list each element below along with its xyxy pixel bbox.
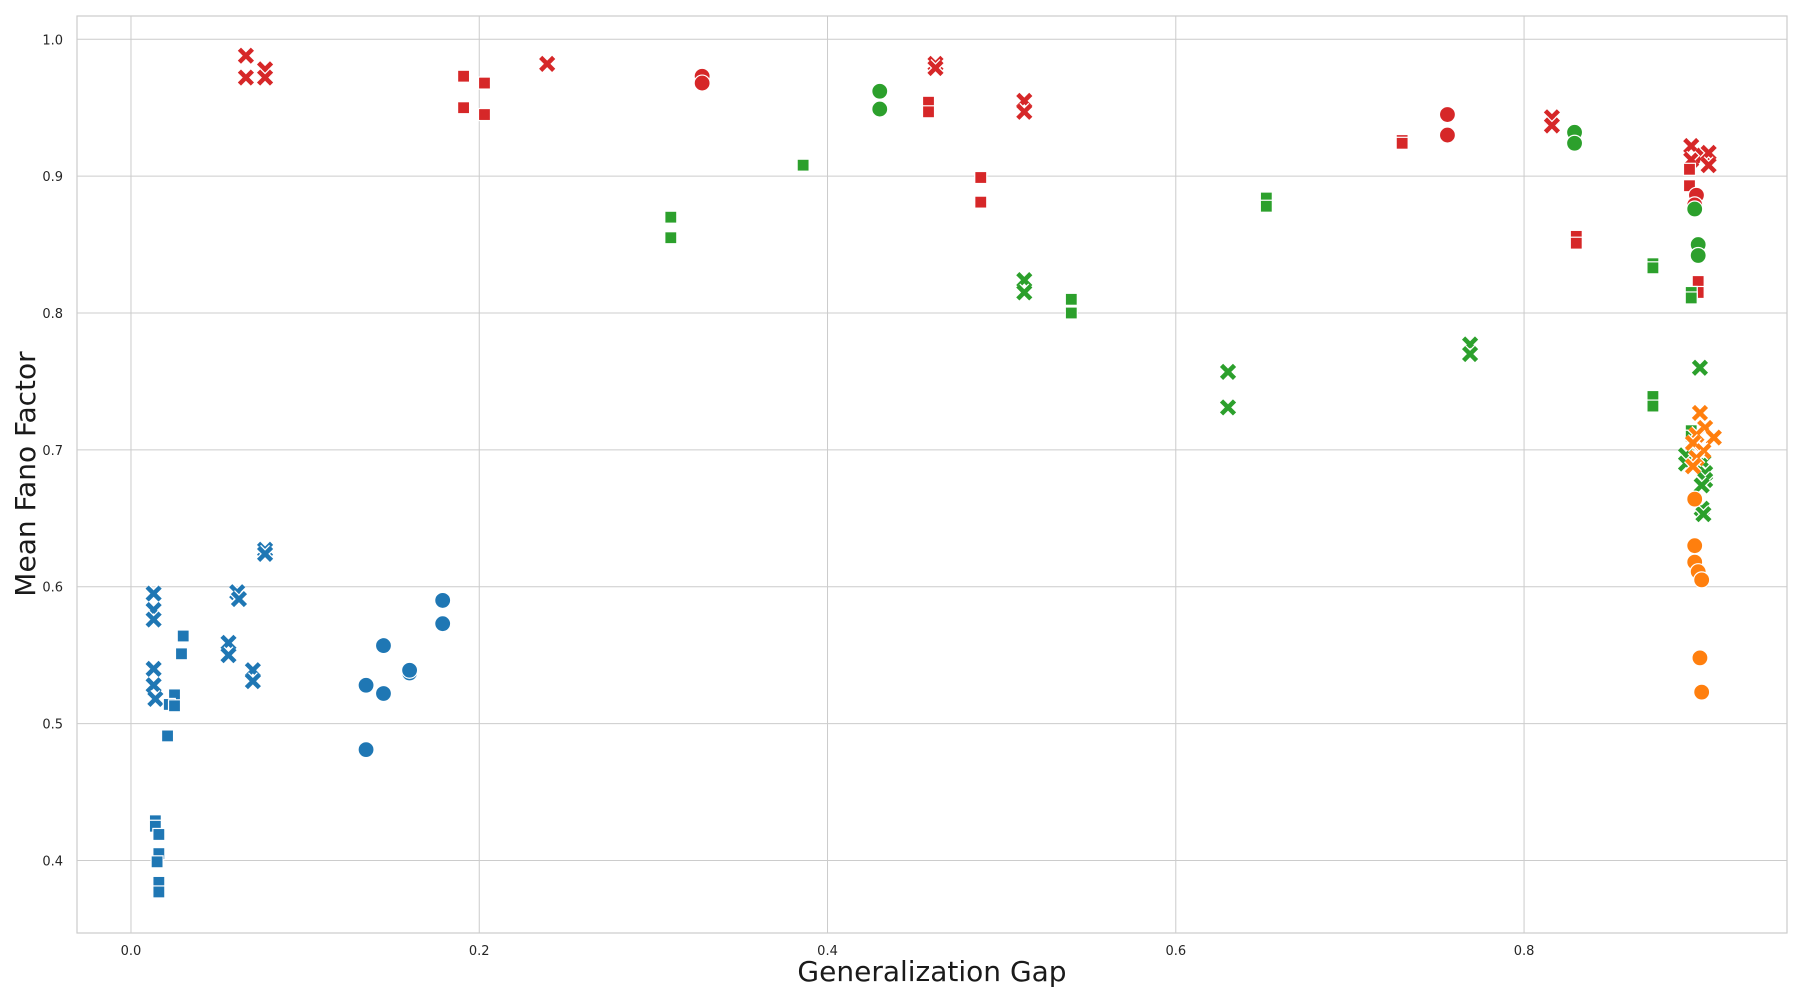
scatter-point-square	[160, 729, 175, 743]
scatter-point-square	[1259, 199, 1273, 213]
y-tick-label: 0.5	[42, 718, 63, 733]
scatter-point-square	[1646, 399, 1660, 413]
scatter-point-square	[974, 195, 988, 209]
scatter-point-square	[150, 855, 164, 869]
scatter-point-square	[456, 69, 471, 83]
scatter-point-square	[456, 101, 471, 115]
x-tick-label: 0.2	[469, 944, 490, 959]
scatter-point-x	[256, 544, 275, 563]
scatter-point-x	[1690, 403, 1709, 422]
scatter-point-circle	[434, 615, 452, 633]
y-tick-label: 0.9	[42, 170, 63, 185]
x-tick-label: 0.8	[1514, 944, 1535, 959]
tick-labels: 0.0 0.2 0.4 0.6 0.8 0.4 0.5 0.6 0.7 0.8 0.9 1.0	[42, 33, 1534, 959]
scatter-point-x	[538, 54, 557, 73]
scatter-point-square	[477, 76, 492, 90]
scatter-point-square	[1691, 274, 1705, 289]
scatter-point-circle	[1686, 537, 1704, 555]
scatter-point-square	[1064, 306, 1078, 320]
x-axis-title: Generalization Gap	[797, 955, 1066, 988]
scatter-point-circle	[1689, 246, 1707, 265]
scatter-point-x	[1219, 398, 1238, 417]
scatter-point-circle	[357, 676, 375, 694]
scatter-point-circle	[400, 661, 419, 679]
scatter-point-square	[176, 629, 190, 643]
scatter-point-square	[921, 105, 936, 119]
scatter-point-circle	[871, 100, 889, 118]
y-tick-label: 0.7	[42, 444, 63, 459]
scatter-point-circle	[1438, 126, 1457, 144]
scatter-point-x	[1542, 116, 1561, 135]
y-tick-label: 0.4	[42, 854, 63, 869]
scatter-point-square	[664, 231, 678, 245]
y-axis-title: Mean Fano Factor	[9, 351, 42, 597]
scatter-point-square	[174, 647, 189, 661]
scatter-point-circle	[374, 684, 393, 703]
y-tick-label: 0.6	[42, 581, 63, 596]
scatter-point-x	[1699, 156, 1718, 175]
scatter-point-square	[1684, 291, 1698, 305]
scatter-point-square	[1646, 261, 1660, 275]
scatter-point-circle	[1686, 490, 1704, 508]
scatter-point-x	[236, 46, 255, 65]
scatter-point-x	[1704, 428, 1723, 447]
scatter-point-circle	[1686, 200, 1704, 218]
scatter-point-square	[1395, 136, 1409, 150]
x-tick-label: 0.6	[1165, 944, 1186, 959]
x-tick-label: 0.4	[817, 944, 838, 959]
scatter-point-square	[1064, 292, 1078, 306]
scatter-point-x	[1461, 345, 1480, 364]
scatter-point-x	[1015, 102, 1034, 121]
scatter-point-x	[144, 610, 163, 629]
grid-lines	[77, 16, 1787, 933]
scatter-point-x	[1682, 137, 1701, 155]
scatter-point-x	[146, 689, 165, 708]
scatter-point-x	[1015, 283, 1034, 302]
scatter-point-x	[1692, 476, 1711, 495]
scatter-point-square	[796, 158, 810, 172]
scatter-point-x	[243, 672, 262, 691]
data-points	[144, 46, 1723, 899]
scatter-point-x	[1219, 362, 1238, 381]
y-tick-label: 0.8	[42, 307, 63, 322]
scatter-point-square	[152, 827, 166, 842]
scatter-point-circle	[1691, 649, 1709, 667]
scatter-point-circle	[1693, 683, 1711, 701]
scatter-point-square	[1682, 162, 1697, 176]
scatter-point-circle	[1438, 105, 1457, 124]
scatter-point-circle	[357, 740, 375, 759]
scatter-point-square	[1569, 236, 1583, 250]
scatter-point-square	[664, 210, 678, 224]
scatter-point-x	[144, 659, 163, 678]
scatter-point-square	[152, 885, 166, 899]
scatter-point-circle	[1693, 571, 1711, 589]
scatter-point-circle	[871, 82, 889, 100]
scatter-point-circle	[374, 636, 393, 655]
scatter-point-circle	[693, 74, 711, 92]
scatter-point-x	[219, 646, 238, 665]
scatter-point-x	[256, 68, 275, 87]
scatter-point-x	[144, 676, 163, 695]
scatter-point-x	[1683, 457, 1702, 476]
scatter-point-square	[477, 107, 492, 122]
plot-area	[76, 15, 1788, 934]
y-tick-label: 1.0	[42, 33, 63, 48]
scatter-point-square	[974, 170, 988, 185]
scatter-point-circle	[1565, 134, 1584, 152]
scatter-point-x	[229, 590, 248, 609]
scatter-point-square	[167, 699, 182, 713]
scatter-point-x	[144, 584, 163, 603]
scatter-point-circle	[434, 591, 452, 610]
scatter-point-x	[1694, 505, 1713, 524]
scatter-point-x	[236, 68, 255, 87]
x-tick-label: 0.0	[121, 944, 142, 959]
scatter-point-x	[926, 59, 945, 77]
scatter-point-x	[1690, 358, 1709, 377]
